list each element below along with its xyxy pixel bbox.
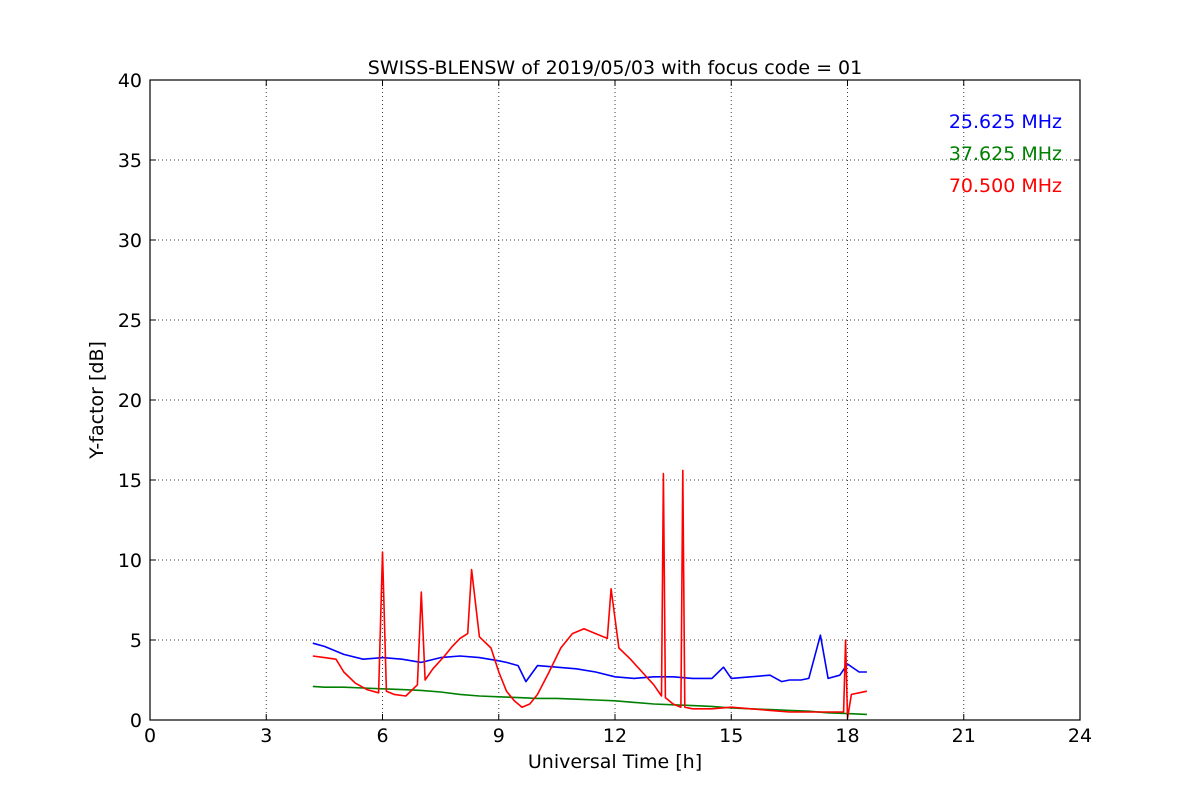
y-tick-label: 30: [118, 230, 142, 252]
x-axis-title: Universal Time [h]: [528, 751, 702, 773]
y-tick-label: 20: [118, 390, 142, 412]
y-axis-title: Y-factor [dB]: [86, 341, 108, 460]
chart-title: SWISS-BLENSW of 2019/05/03 with focus co…: [368, 57, 862, 79]
x-tick-label: 15: [719, 725, 743, 747]
legend-entry: 70.500 MHz: [949, 175, 1062, 197]
y-tick-label: 0: [130, 710, 142, 732]
x-tick-label: 24: [1068, 725, 1092, 747]
x-tick-label: 21: [952, 725, 976, 747]
y-tick-label: 35: [118, 150, 142, 172]
grid: [150, 80, 1080, 720]
x-tick-label: 3: [260, 725, 272, 747]
x-axis: 0 3 6 9 12 15 18 21 24: [144, 80, 1092, 747]
x-tick-label: 9: [493, 725, 505, 747]
y-tick-label: 15: [118, 470, 142, 492]
series-line-37-625-mhz: [312, 685, 867, 716]
legend-entry: 25.625 MHz: [949, 111, 1062, 133]
x-tick-label: 12: [603, 725, 627, 747]
plot-area: [312, 469, 868, 720]
y-tick-label: 5: [130, 630, 142, 652]
x-tick-label: 6: [376, 725, 388, 747]
series-line-70-500-mhz: [312, 469, 868, 720]
legend: 25.625 MHz 37.625 MHz 70.500 MHz: [949, 111, 1062, 197]
x-tick-label: 0: [144, 725, 156, 747]
x-tick-label: 18: [835, 725, 859, 747]
y-axis: 0 5 10 15 20 25 30 35 40: [118, 70, 1080, 732]
y-tick-label: 40: [118, 70, 142, 92]
y-tick-label: 10: [118, 550, 142, 572]
legend-entry: 37.625 MHz: [949, 143, 1062, 165]
y-tick-label: 25: [118, 310, 142, 332]
